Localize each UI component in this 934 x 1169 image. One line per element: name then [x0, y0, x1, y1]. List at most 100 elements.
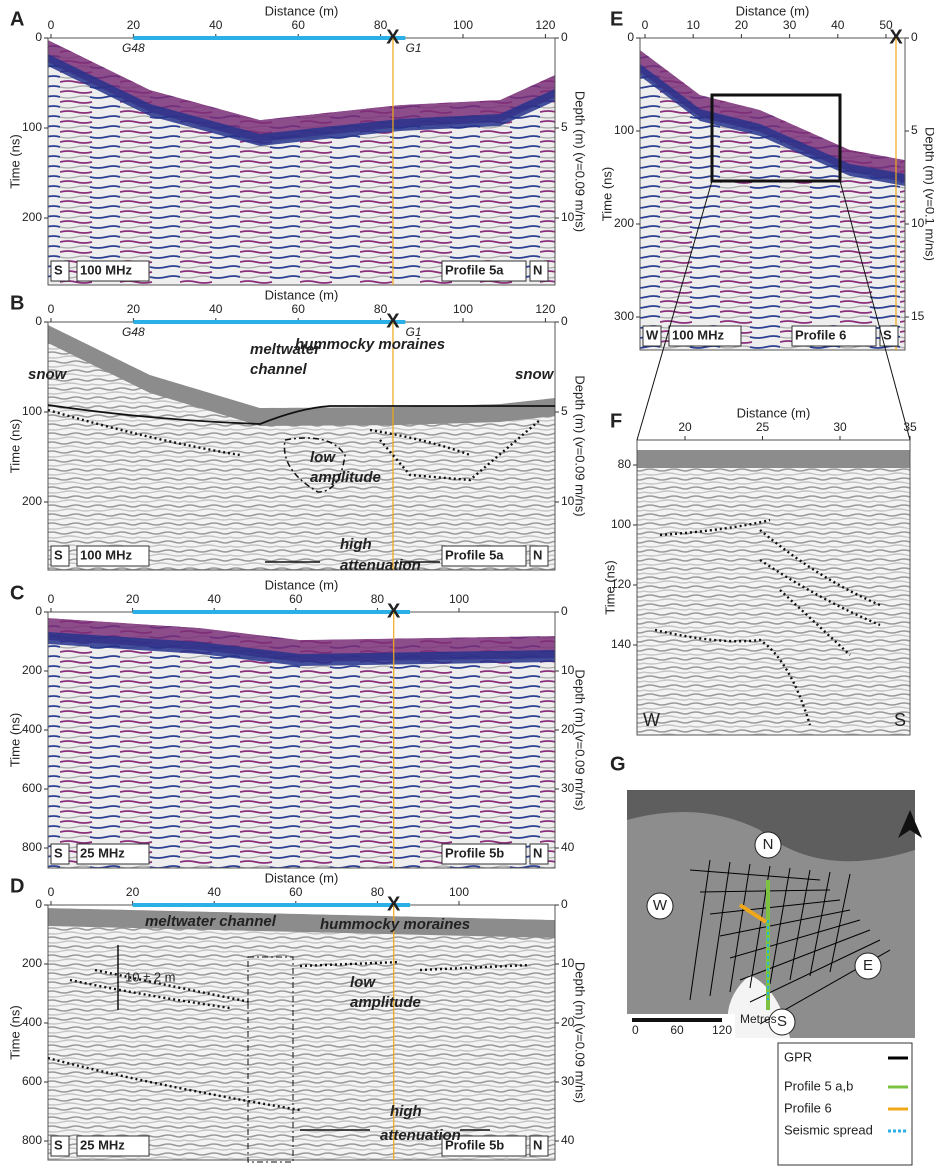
surface-band: [48, 632, 555, 666]
reflector: [659, 518, 771, 537]
x-tick-label: 20: [678, 420, 692, 434]
x-tick-label: 100: [453, 18, 473, 32]
x-tick-label: 20: [126, 885, 140, 899]
x-axis-label: Distance (m): [736, 3, 810, 18]
x-tick-label: 30: [783, 18, 797, 32]
x-tick-label: 20: [127, 18, 141, 32]
y2-axis-label: Depth (m) (v=0.09 m/ns): [573, 91, 588, 232]
corner-label: N: [533, 1137, 542, 1152]
y-tick-label: 140: [611, 637, 631, 651]
point-marker: [854, 952, 882, 980]
gpr-line: [699, 889, 831, 893]
label-box: [441, 843, 527, 865]
y-axis-label: Time (ns): [7, 419, 22, 473]
y2-tick-label: 30: [561, 1074, 575, 1088]
label-box: [791, 325, 877, 347]
annotation: high: [390, 1103, 422, 1120]
y2-axis-label: Depth (m) (v=0.09 m/ns): [573, 375, 588, 516]
y-tick-label: 100: [22, 404, 42, 418]
x-axis-label: Distance (m): [265, 870, 339, 885]
y2-tick-label: 20: [561, 722, 575, 736]
annotation: 10 ± 2 m: [125, 969, 176, 984]
y2-tick-label: 10: [561, 663, 575, 677]
point-label: E: [863, 957, 873, 974]
corner-label: S: [883, 327, 892, 342]
gpr-line: [709, 899, 841, 915]
reflector: [69, 978, 231, 1010]
x-tick-label: 60: [289, 885, 303, 899]
y-tick-label: 600: [22, 1074, 42, 1088]
y-tick-label: 400: [22, 1015, 42, 1029]
annotation: high: [340, 536, 372, 553]
label-box: [50, 545, 70, 567]
panel-letter: B: [10, 292, 24, 314]
y2-tick-label: 40: [561, 1133, 575, 1147]
y-axis-label: Time (ns): [7, 1005, 22, 1059]
corner-label: Profile 5b: [445, 845, 504, 860]
point-label: W: [653, 897, 668, 914]
y2-axis-label: Depth (m) (v=0.1 m/ns): [923, 127, 934, 261]
label-box: [50, 843, 70, 865]
y-axis-label: Time (ns): [599, 167, 614, 221]
crossing-mark: X: [387, 893, 401, 915]
x-axis-label: Distance (m): [265, 3, 339, 18]
x-tick-label: 60: [289, 592, 303, 606]
surface-band: [48, 54, 555, 146]
x-tick-label: 100: [453, 302, 473, 316]
outline: [247, 956, 294, 1163]
legend-label: Seismic spread: [784, 1122, 873, 1137]
y-axis-label: Time (ns): [7, 713, 22, 767]
x-tick-label: 80: [371, 885, 385, 899]
corner-label: 25 MHz: [80, 1137, 125, 1152]
x-tick-label: 30: [833, 420, 847, 434]
crossing-mark: X: [386, 26, 400, 48]
y-tick-label: 400: [22, 722, 42, 736]
surface-band: [637, 450, 910, 468]
label-box: [441, 260, 527, 282]
y2-tick-label: 15: [911, 309, 925, 323]
corner-label: N: [533, 262, 542, 277]
y-tick-label: 300: [614, 309, 634, 323]
y2-tick-label: 40: [561, 840, 575, 854]
gpr-line: [689, 869, 821, 881]
y-tick-label: 800: [22, 840, 42, 854]
gpr-line: [729, 863, 751, 993]
reflector: [47, 408, 241, 457]
panel-letter: C: [10, 582, 24, 604]
x-tick-label: 25: [756, 420, 770, 434]
annotation: snow: [28, 366, 68, 383]
corner-label: S: [54, 262, 63, 277]
y-tick-label: 100: [22, 120, 42, 134]
bed-line: [47, 404, 555, 425]
zoom-box: [710, 93, 842, 183]
corner-label: S: [54, 1137, 63, 1152]
annotation: attenuation: [380, 1127, 461, 1144]
label-box: [76, 545, 150, 567]
gpr-line: [689, 859, 711, 1001]
reflector: [419, 963, 531, 972]
y-tick-label: 100: [614, 123, 634, 137]
y-tick-label: 600: [22, 781, 42, 795]
label-box: [879, 325, 899, 347]
corner-label: Profile 5b: [445, 1137, 504, 1152]
y-axis-label: Time (ns): [602, 560, 617, 614]
reflector: [369, 428, 471, 457]
frame: [636, 439, 911, 736]
panel-letter: D: [10, 875, 24, 897]
y2-tick-label: 0: [561, 30, 568, 44]
geophone-label: G48: [122, 325, 145, 339]
label-box: [441, 545, 527, 567]
crossing-mark: X: [386, 310, 400, 332]
radargram: [636, 439, 911, 736]
y-tick-label: 0: [35, 314, 42, 328]
x-tick-label: 40: [209, 18, 223, 32]
x-tick-label: 0: [48, 18, 55, 32]
gpr-line: [729, 919, 861, 959]
surface-band: [48, 618, 555, 662]
air: [637, 440, 910, 450]
y2-tick-label: 0: [561, 604, 568, 618]
x-tick-label: 80: [374, 302, 388, 316]
label-box: [668, 325, 742, 347]
scale-tick: 60: [670, 1023, 684, 1037]
north-arrow: [898, 810, 922, 838]
